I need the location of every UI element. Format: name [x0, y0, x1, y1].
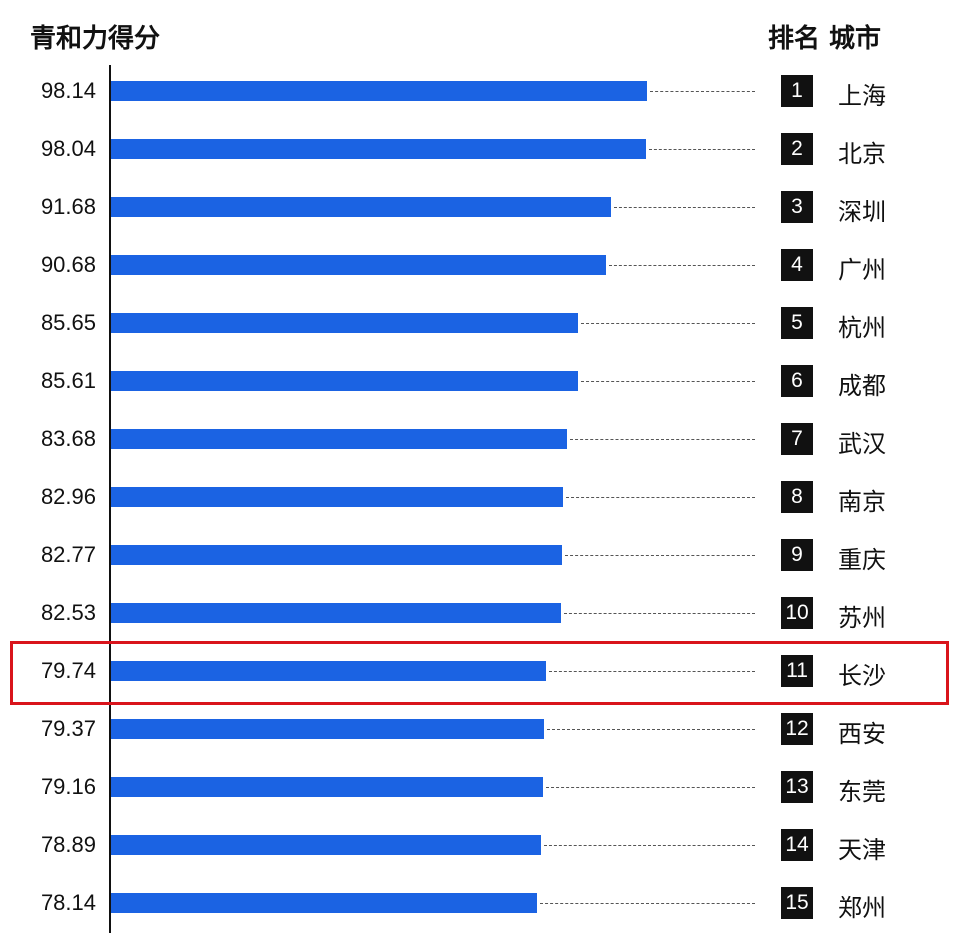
leader-line — [545, 787, 755, 788]
value-label: 85.65 — [40, 310, 96, 335]
city-label: 天津 — [838, 836, 886, 864]
city-label: 重庆 — [838, 546, 886, 574]
leader-line — [608, 265, 755, 266]
bar — [111, 429, 568, 449]
leader-line — [570, 439, 755, 440]
highlight-box — [10, 641, 949, 705]
city-label: 南京 — [838, 488, 886, 516]
rank-badge: 1 — [781, 75, 813, 107]
leader-line — [546, 729, 755, 730]
leader-line — [614, 207, 755, 208]
bar — [111, 371, 578, 391]
value-label: 91.68 — [40, 194, 96, 219]
rank-badge: 12 — [781, 713, 813, 745]
rank-badge: 15 — [781, 887, 813, 919]
leader-line — [544, 845, 755, 846]
rank-badge: 7 — [781, 423, 813, 455]
leader-line — [564, 613, 755, 614]
value-label: 82.96 — [40, 484, 96, 509]
bar — [111, 139, 647, 159]
leader-line — [539, 903, 755, 904]
rank-badge: 13 — [781, 771, 813, 803]
rank-badge: 3 — [781, 191, 813, 223]
value-label: 98.04 — [40, 136, 96, 161]
value-label: 85.61 — [40, 368, 96, 393]
rank-badge: 10 — [781, 597, 813, 629]
city-label: 武汉 — [838, 430, 886, 458]
leader-line — [580, 381, 755, 382]
rank-badge: 14 — [781, 829, 813, 861]
leader-line — [566, 497, 755, 498]
leader-line — [581, 323, 755, 324]
rank-badge: 6 — [781, 365, 813, 397]
bar — [111, 487, 564, 507]
city-label: 杭州 — [838, 314, 886, 342]
city-label: 北京 — [838, 140, 886, 168]
rank-city-header: 排名 城市 — [768, 24, 882, 54]
y-axis-line — [109, 65, 111, 933]
rank-badge: 5 — [781, 307, 813, 339]
city-label: 东莞 — [838, 778, 886, 806]
bar — [111, 777, 543, 797]
value-label: 79.16 — [40, 774, 96, 799]
value-label: 90.68 — [40, 252, 96, 277]
value-label: 78.89 — [40, 832, 96, 857]
rank-badge: 11 — [781, 655, 813, 687]
chart-title: 青和力得分 — [30, 24, 161, 54]
value-label: 78.14 — [40, 890, 96, 915]
city-label: 长沙 — [838, 662, 886, 690]
leader-line — [548, 671, 755, 672]
leader-line — [649, 149, 755, 150]
bar — [111, 81, 647, 101]
value-label: 82.53 — [40, 600, 96, 625]
rank-badge: 4 — [781, 249, 813, 281]
value-label: 83.68 — [40, 426, 96, 451]
bar — [111, 603, 562, 623]
city-label: 深圳 — [838, 198, 886, 226]
value-label: 79.74 — [40, 658, 96, 683]
bar — [111, 719, 544, 739]
rank-badge: 9 — [781, 539, 813, 571]
bar — [111, 313, 579, 333]
bar — [111, 661, 546, 681]
city-label: 广州 — [838, 256, 886, 284]
rank-badge: 8 — [781, 481, 813, 513]
city-label: 苏州 — [838, 604, 886, 632]
value-label: 82.77 — [40, 542, 96, 567]
city-label: 成都 — [838, 372, 886, 400]
bar — [111, 893, 537, 913]
bar — [111, 197, 612, 217]
value-label: 98.14 — [40, 78, 96, 103]
city-label: 西安 — [838, 720, 886, 748]
city-label: 郑州 — [838, 894, 886, 922]
bar — [111, 255, 606, 275]
leader-line — [649, 91, 755, 92]
city-label: 上海 — [838, 82, 886, 110]
bar — [111, 835, 542, 855]
value-label: 79.37 — [40, 716, 96, 741]
rank-badge: 2 — [781, 133, 813, 165]
leader-line — [565, 555, 755, 556]
bar — [111, 545, 563, 565]
